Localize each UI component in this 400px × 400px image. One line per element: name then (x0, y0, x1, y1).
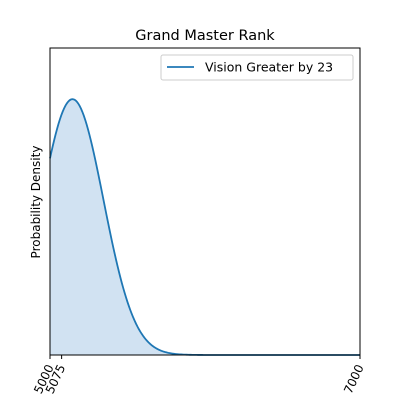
density-area-fill (50, 99, 360, 355)
chart-title: Grand Master Rank (135, 28, 275, 44)
x-tick-label: 7000 (341, 362, 367, 396)
legend-box (160, 54, 354, 81)
legend-entry-label: Vision Greater by 23 (205, 60, 333, 75)
y-axis-label: Probability Density (29, 146, 43, 259)
legend: Vision Greater by 23 (160, 54, 354, 81)
plot-area (49, 98, 360, 356)
plot-frame (49, 47, 361, 356)
